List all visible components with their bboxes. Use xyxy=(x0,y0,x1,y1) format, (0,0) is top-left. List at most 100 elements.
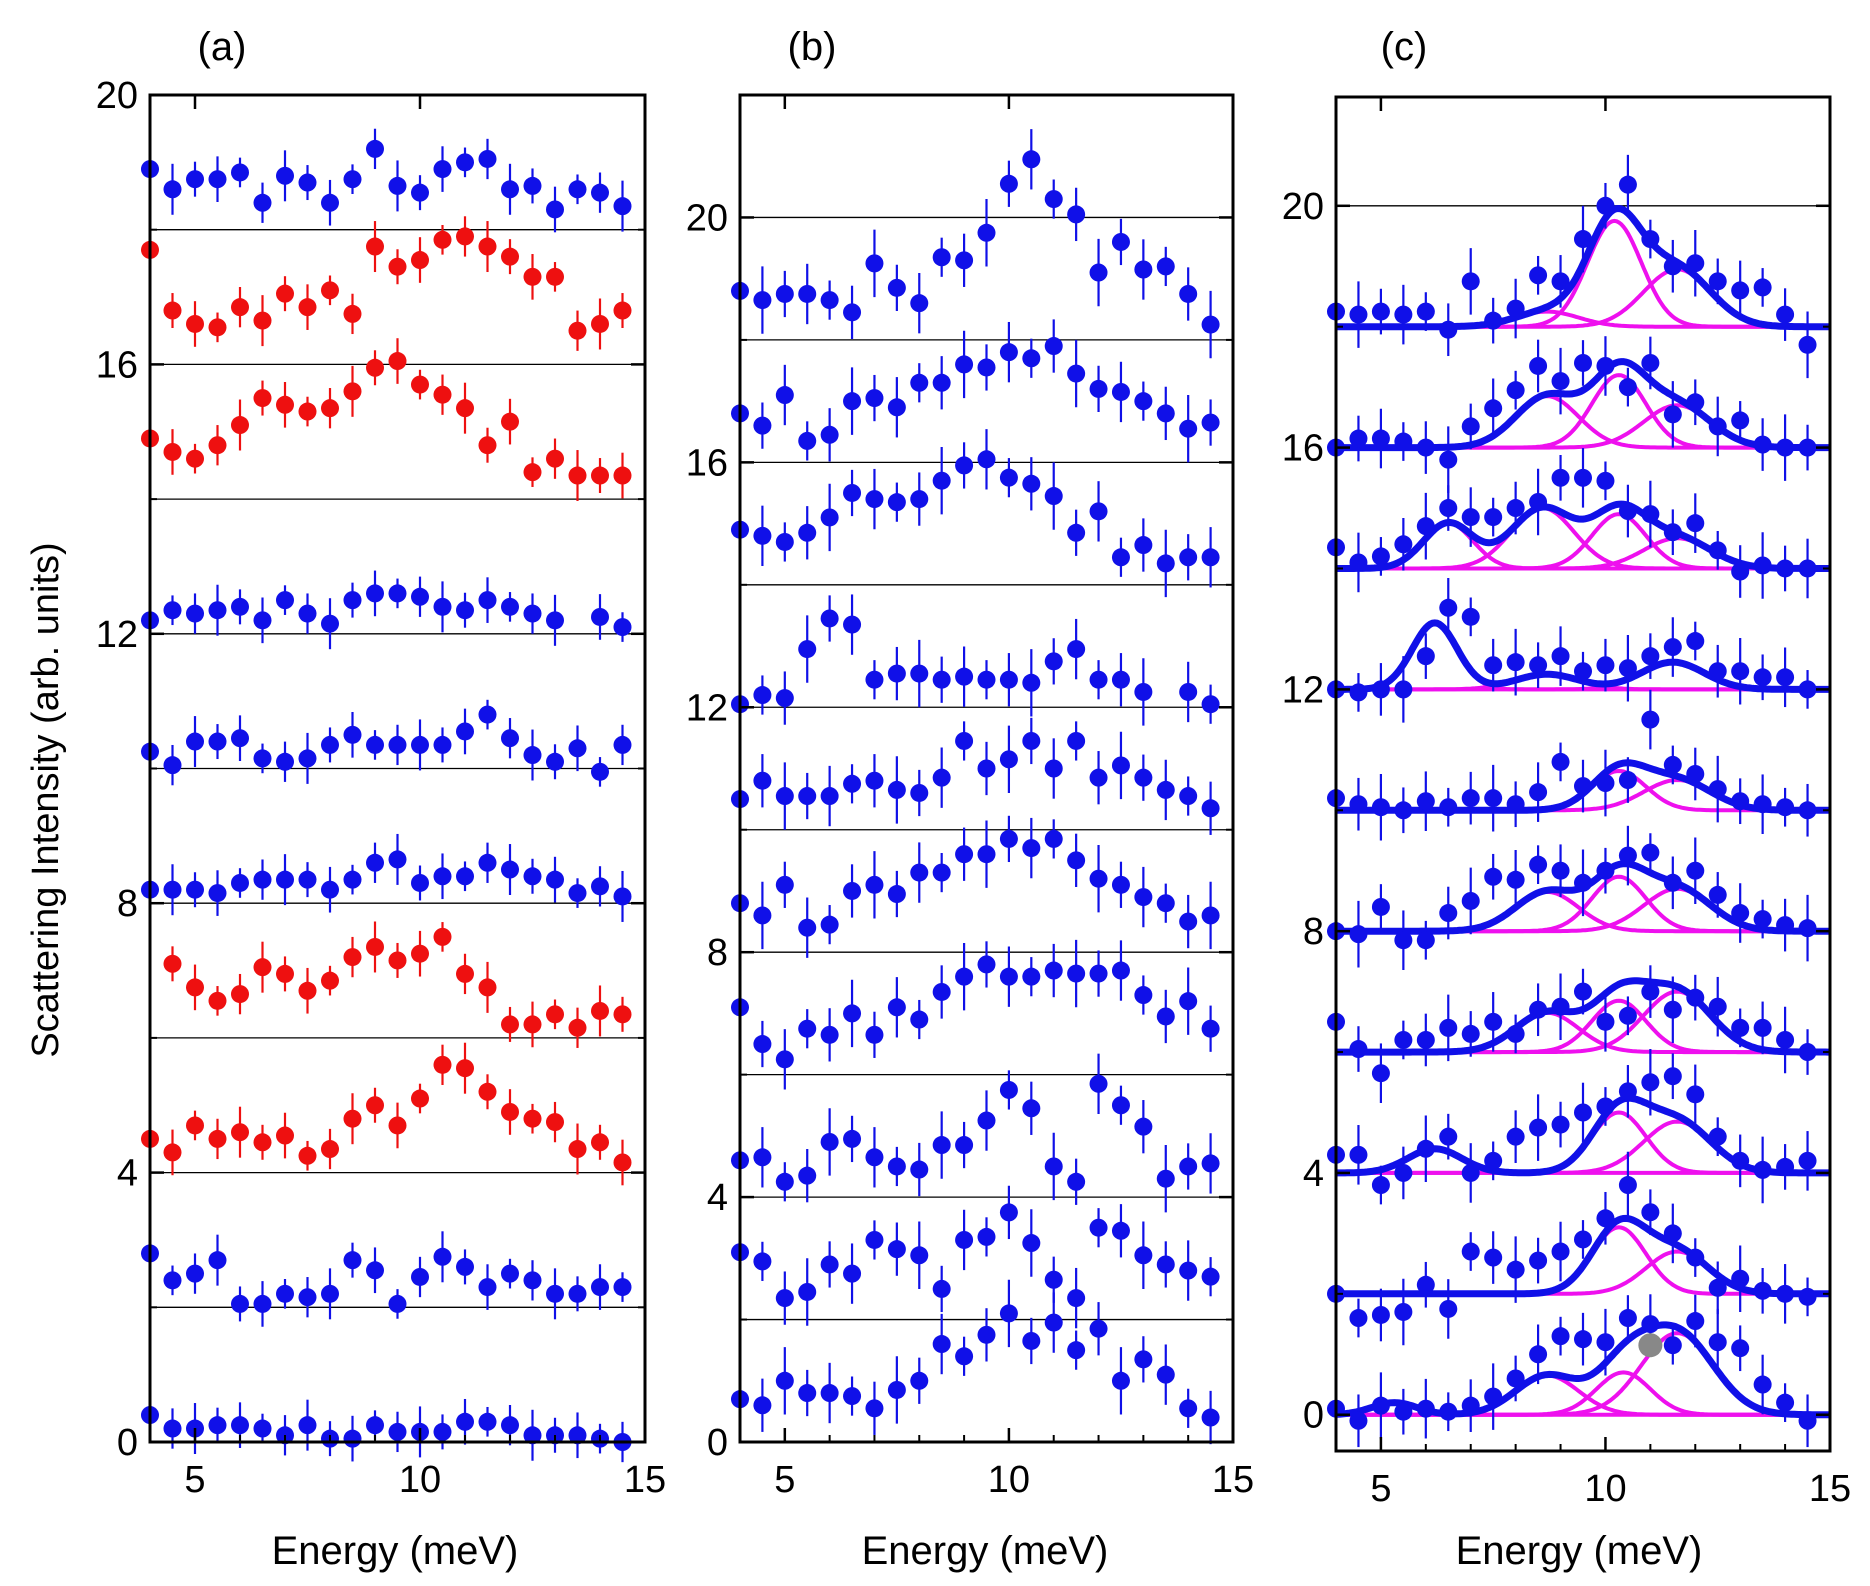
data-point xyxy=(1663,1067,1682,1086)
data-point xyxy=(1156,1255,1175,1274)
panel-a-xlabel: Energy (meV) xyxy=(272,1529,519,1573)
data-point xyxy=(910,863,929,882)
data-point xyxy=(1201,799,1220,818)
data-point xyxy=(456,1412,474,1431)
data-point xyxy=(591,607,609,626)
data-point xyxy=(1574,1330,1592,1349)
data-point xyxy=(478,1082,497,1101)
data-point xyxy=(1089,1074,1108,1093)
data-point xyxy=(1371,429,1390,448)
data-point xyxy=(456,1059,474,1078)
data-point xyxy=(1439,798,1458,817)
data-point xyxy=(1618,659,1637,678)
data-point xyxy=(343,870,362,889)
data-point xyxy=(865,389,884,408)
data-point xyxy=(1067,1289,1086,1308)
data-point xyxy=(977,1111,996,1130)
data-point xyxy=(1349,1309,1368,1328)
data-point xyxy=(1529,783,1548,802)
data-point xyxy=(1753,795,1772,814)
data-point xyxy=(1776,798,1795,817)
data-point xyxy=(1067,1172,1086,1191)
data-point xyxy=(955,967,974,986)
data-point xyxy=(1416,302,1435,321)
data-point xyxy=(321,614,339,633)
data-point xyxy=(591,762,609,781)
data-point xyxy=(1461,1242,1480,1261)
data-point xyxy=(1201,413,1220,432)
data-point xyxy=(253,193,272,212)
data-point xyxy=(546,611,564,630)
data-point xyxy=(1067,1341,1086,1360)
data-point xyxy=(298,1146,317,1165)
data-point xyxy=(343,170,362,189)
x-tick-label: 5 xyxy=(774,1459,795,1501)
data-point xyxy=(208,601,227,620)
data-point xyxy=(798,640,817,659)
data-point xyxy=(231,597,249,616)
data-point xyxy=(366,735,384,754)
data-point xyxy=(1798,680,1817,699)
series-a0 xyxy=(141,1398,632,1463)
data-point xyxy=(546,752,564,771)
x-tick-label: 10 xyxy=(1584,1468,1626,1510)
data-point xyxy=(1044,1313,1063,1332)
data-point xyxy=(523,1015,542,1034)
data-point xyxy=(1349,429,1368,448)
data-point xyxy=(276,395,294,414)
data-point xyxy=(1574,873,1592,892)
data-point xyxy=(910,1160,929,1179)
data-point xyxy=(388,352,407,371)
data-point xyxy=(546,200,564,219)
data-point xyxy=(1089,379,1108,398)
data-point xyxy=(411,1267,429,1286)
data-point xyxy=(1179,1261,1198,1280)
data-point xyxy=(955,1230,974,1249)
data-point xyxy=(163,954,182,973)
data-point xyxy=(186,732,204,751)
data-point xyxy=(1798,335,1817,354)
data-point xyxy=(1044,190,1063,209)
data-point xyxy=(1686,1312,1705,1331)
data-point xyxy=(1641,647,1660,666)
data-point xyxy=(1574,1103,1592,1122)
data-point xyxy=(1134,986,1153,1005)
data-point xyxy=(865,490,884,509)
data-point xyxy=(546,870,564,889)
data-point xyxy=(977,358,996,377)
data-point xyxy=(1111,961,1130,980)
data-point xyxy=(1111,1371,1130,1390)
data-point xyxy=(1416,438,1435,457)
data-point xyxy=(798,284,817,303)
data-point xyxy=(1067,964,1086,983)
data-point xyxy=(568,1284,587,1303)
data-point xyxy=(1201,695,1220,714)
data-point xyxy=(820,508,839,527)
data-point xyxy=(1731,411,1750,430)
data-point xyxy=(775,787,794,806)
data-point xyxy=(208,170,227,189)
y-tick-label: 0 xyxy=(117,1422,138,1464)
data-point xyxy=(1731,1269,1750,1288)
data-point xyxy=(932,1335,951,1354)
data-point xyxy=(910,783,929,802)
data-point xyxy=(1179,1399,1198,1418)
data-point xyxy=(1484,656,1503,675)
data-point xyxy=(1686,1248,1705,1267)
series-b5 xyxy=(731,717,1220,835)
data-point xyxy=(1089,1218,1108,1237)
data-point xyxy=(820,425,839,444)
data-point xyxy=(1776,559,1795,578)
data-point xyxy=(1708,1127,1727,1146)
data-point xyxy=(820,1384,839,1403)
data-point xyxy=(1371,897,1390,916)
data-point xyxy=(343,1429,362,1448)
data-point xyxy=(1551,372,1570,391)
data-point xyxy=(843,881,862,900)
data-point xyxy=(1201,1408,1220,1427)
data-point xyxy=(999,468,1018,487)
data-point xyxy=(820,915,839,934)
x-tick-label: 15 xyxy=(624,1459,666,1501)
data-point xyxy=(1022,839,1041,858)
data-point xyxy=(820,291,839,310)
